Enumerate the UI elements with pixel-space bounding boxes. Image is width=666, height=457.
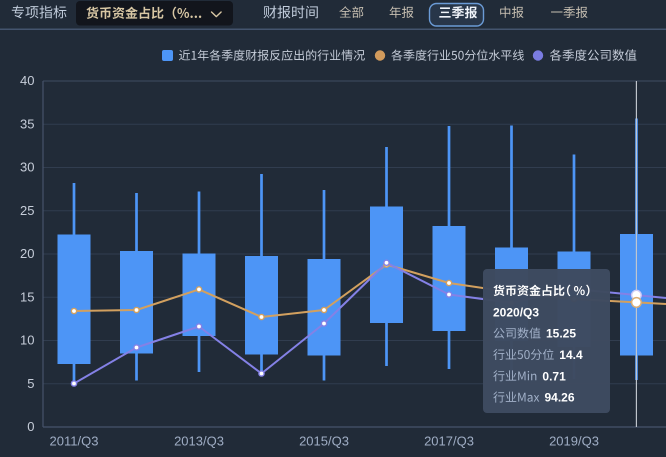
svg-text:40: 40 [20, 73, 34, 88]
svg-text:5: 5 [27, 376, 34, 391]
svg-text:94.26: 94.26 [545, 391, 575, 405]
svg-text:14.4: 14.4 [559, 348, 583, 362]
svg-text:15: 15 [20, 289, 34, 304]
svg-text:2011/Q3: 2011/Q3 [50, 433, 99, 448]
svg-text:0.71: 0.71 [542, 369, 566, 383]
svg-text:2013/Q3: 2013/Q3 [174, 433, 224, 448]
svg-text:2019/Q3: 2019/Q3 [549, 433, 599, 448]
svg-text:0: 0 [27, 419, 34, 434]
svg-text:2020/Q3: 2020/Q3 [493, 305, 539, 319]
svg-text:2015/Q3: 2015/Q3 [299, 433, 349, 448]
svg-text:10: 10 [20, 333, 34, 348]
svg-text:25: 25 [20, 203, 34, 218]
svg-text:2017/Q3: 2017/Q3 [424, 433, 474, 448]
svg-text:15.25: 15.25 [546, 327, 576, 341]
svg-text:35: 35 [20, 116, 34, 131]
svg-text:30: 30 [20, 160, 34, 175]
svg-text:20: 20 [20, 246, 34, 261]
